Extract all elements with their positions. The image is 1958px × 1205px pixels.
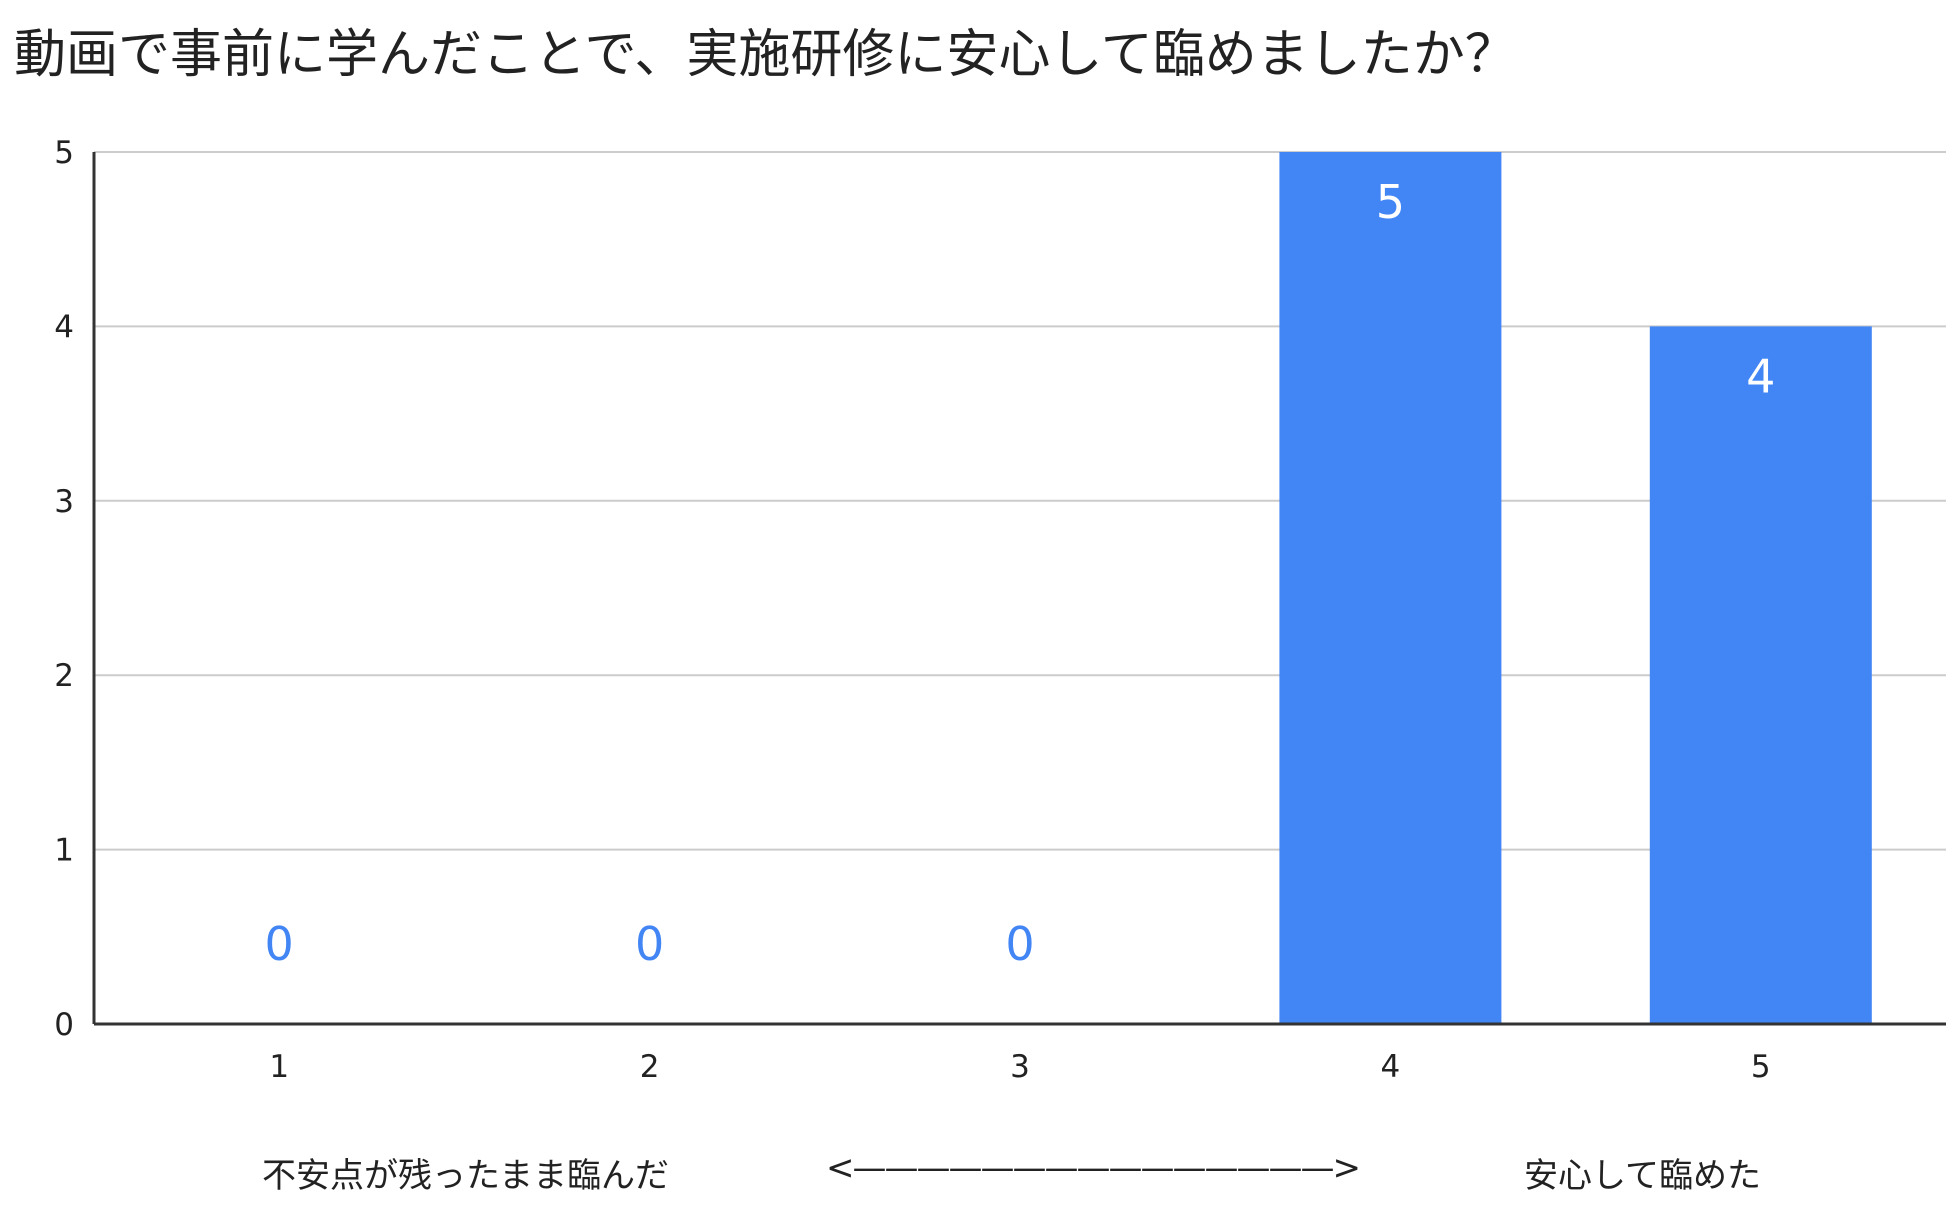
y-tick-label: 0 bbox=[54, 1007, 74, 1043]
data-label: 0 bbox=[265, 917, 294, 971]
chart-title: 動画で事前に学んだことで、実施研修に安心して臨めましたか？ bbox=[14, 25, 1517, 85]
y-tick-label: 4 bbox=[54, 309, 74, 345]
x-tick-label: 3 bbox=[1010, 1049, 1030, 1085]
x-axis-label-arrow: <———————————————> bbox=[826, 1148, 1361, 1188]
data-label: 4 bbox=[1746, 349, 1775, 403]
bar bbox=[1649, 326, 1872, 1024]
y-tick-label: 5 bbox=[54, 135, 74, 171]
gridlines bbox=[94, 151, 1946, 851]
data-label: 0 bbox=[1005, 917, 1034, 971]
data-label: 5 bbox=[1376, 175, 1405, 229]
x-axis-label-right: 安心して臨めた bbox=[1524, 1156, 1761, 1196]
x-tick-labels: 1 2 3 4 5 bbox=[269, 1049, 1770, 1085]
x-tick-label: 2 bbox=[640, 1049, 660, 1085]
y-tick-label: 3 bbox=[54, 484, 74, 520]
bar bbox=[1279, 152, 1502, 1024]
bars bbox=[1279, 152, 1872, 1024]
data-label: 0 bbox=[635, 917, 664, 971]
data-labels: 0 0 0 5 4 bbox=[265, 175, 1776, 971]
y-tick-label: 1 bbox=[54, 833, 74, 869]
y-tick-label: 2 bbox=[54, 658, 74, 694]
y-tick-labels: 0 1 2 3 4 5 bbox=[54, 135, 74, 1043]
x-tick-label: 1 bbox=[269, 1049, 289, 1085]
x-tick-label: 5 bbox=[1751, 1049, 1771, 1085]
axes bbox=[92, 152, 1946, 1026]
x-tick-label: 4 bbox=[1381, 1049, 1401, 1085]
x-axis-label-left: 不安点が残ったまま臨んだ bbox=[262, 1156, 669, 1196]
